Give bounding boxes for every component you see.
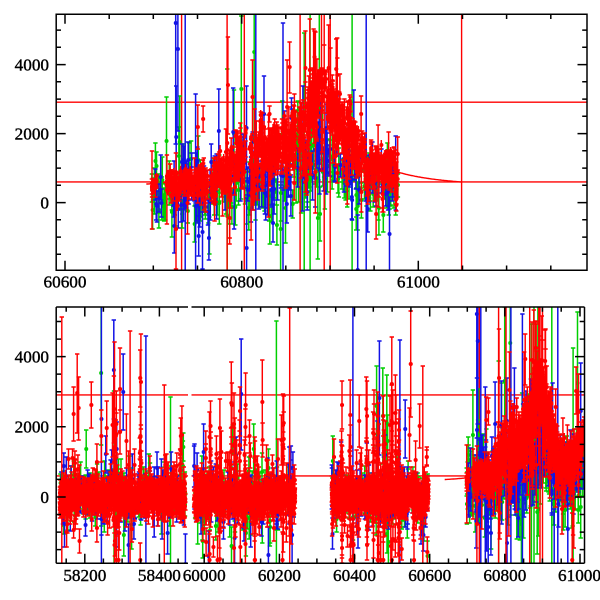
svg-text:0: 0 — [40, 194, 49, 213]
svg-text:60600: 60600 — [408, 566, 451, 585]
svg-text:60600: 60600 — [44, 272, 87, 291]
svg-text:2000: 2000 — [15, 418, 49, 437]
svg-text:60800: 60800 — [483, 566, 526, 585]
svg-text:4000: 4000 — [15, 56, 49, 75]
svg-text:2000: 2000 — [15, 125, 49, 144]
svg-text:60200: 60200 — [258, 566, 301, 585]
svg-text:61000: 61000 — [397, 272, 440, 291]
svg-text:58400: 58400 — [138, 566, 181, 585]
svg-text:4000: 4000 — [15, 348, 49, 367]
svg-text:60800: 60800 — [220, 272, 263, 291]
svg-text:0: 0 — [40, 488, 49, 507]
svg-text:60400: 60400 — [333, 566, 376, 585]
svg-text:61000: 61000 — [558, 566, 600, 585]
svg-text:60000: 60000 — [183, 566, 226, 585]
svg-text:58200: 58200 — [63, 566, 106, 585]
